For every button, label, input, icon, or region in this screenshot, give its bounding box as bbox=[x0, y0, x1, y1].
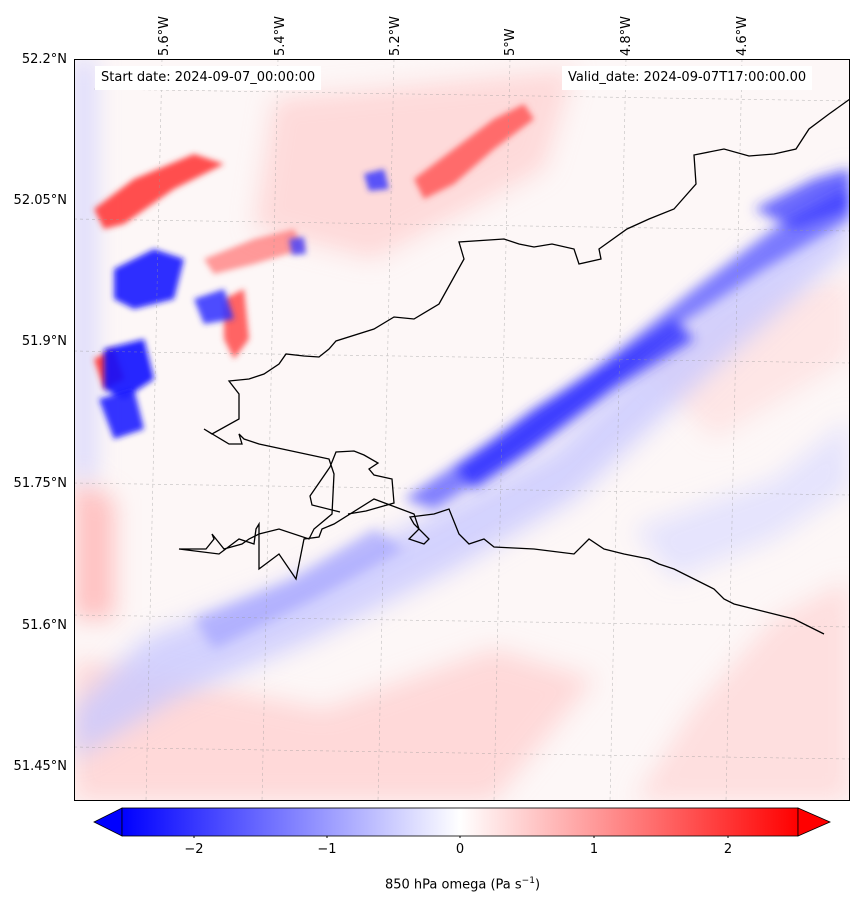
coastline bbox=[178, 98, 850, 635]
colorbar-title-main: 850 hPa omega (Pa s bbox=[384, 877, 522, 893]
start-date-annotation: Start date: 2024-09-07_00:00:00 bbox=[95, 66, 322, 90]
lon-label-4-8w: 4.8°W bbox=[619, 15, 634, 56]
colorbar-gradient bbox=[121, 807, 799, 837]
positive-field-broad bbox=[74, 69, 850, 801]
colorbar-tick-label: 2 bbox=[723, 842, 733, 857]
colorbar-title-unit-exp: −1 bbox=[521, 876, 535, 886]
colorbar-min-extend bbox=[93, 807, 123, 837]
lon-label-5-2w: 5.2°W bbox=[388, 15, 403, 56]
lon-label-5-6w: 5.6°W bbox=[157, 15, 172, 56]
lat-label-51-45n: 51.45°N bbox=[13, 759, 67, 774]
negative-band-core bbox=[194, 169, 850, 649]
lon-label-5w: 5°W bbox=[503, 28, 518, 56]
graticule bbox=[74, 59, 850, 801]
lat-label-52-2n: 52.2°N bbox=[21, 52, 67, 67]
colorbar-tick-label: 0 bbox=[455, 842, 465, 857]
colorbar-tick-label: −2 bbox=[184, 842, 204, 857]
colorbar-ticks bbox=[193, 836, 729, 838]
colorbar-title: 850 hPa omega (Pa s−1) bbox=[0, 876, 859, 892]
lat-label-51-75n: 51.75°N bbox=[13, 476, 67, 491]
lon-label-5-4w: 5.4°W bbox=[273, 15, 288, 56]
colorbar-tick-label: 1 bbox=[589, 842, 599, 857]
colorbar-tick-label: −1 bbox=[317, 842, 337, 857]
map-frame bbox=[74, 59, 850, 801]
omega-map bbox=[74, 59, 850, 801]
negative-cells-northwest bbox=[99, 169, 389, 439]
lon-label-4-6w: 4.6°W bbox=[735, 15, 750, 56]
valid-date-annotation: Valid_date: 2024-09-07T17:00:00.00 bbox=[562, 66, 813, 90]
lat-label-51-9n: 51.9°N bbox=[21, 334, 67, 349]
lat-label-51-6n: 51.6°N bbox=[21, 618, 67, 633]
colorbar-title-close: ) bbox=[534, 877, 541, 893]
colorbar-max-extend bbox=[797, 807, 831, 837]
colorbar bbox=[93, 807, 831, 838]
lat-label-52-05n: 52.05°N bbox=[13, 193, 67, 208]
